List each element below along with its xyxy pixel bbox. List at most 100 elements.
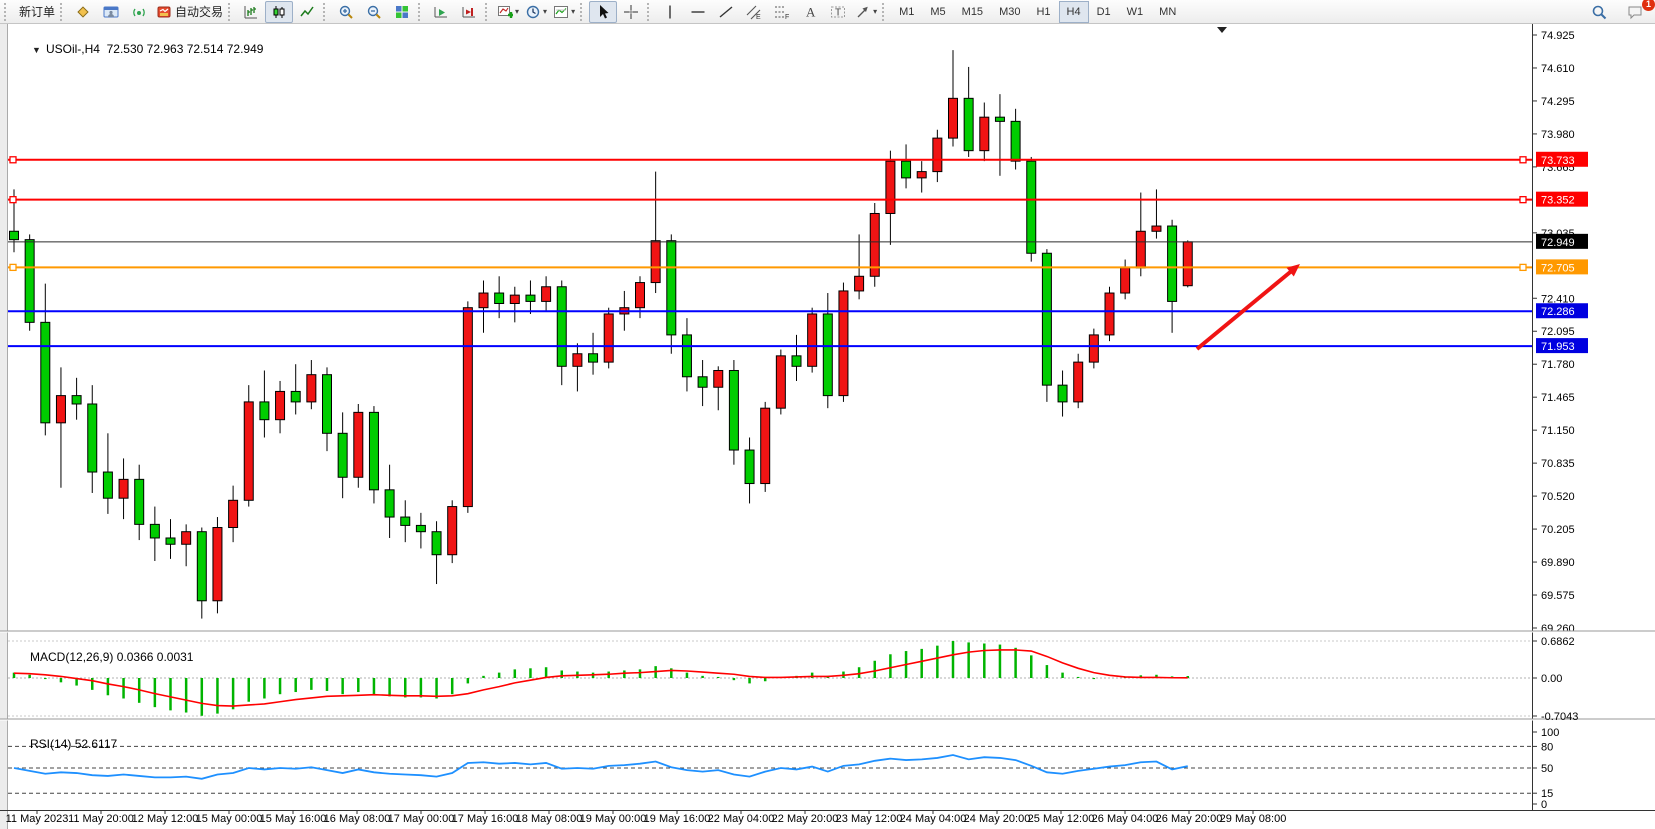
rsi-tick-label: 15 xyxy=(1541,788,1553,800)
chart-shift-button[interactable] xyxy=(455,1,483,23)
chat-button[interactable]: 1 xyxy=(1621,0,1655,23)
text-label-icon: T xyxy=(830,4,846,20)
text-label-button[interactable]: T xyxy=(824,1,852,23)
zoom-out-button[interactable] xyxy=(360,1,388,23)
candlestick-chart-button[interactable] xyxy=(265,0,294,23)
market-watch-button[interactable] xyxy=(69,1,97,23)
candle-body xyxy=(55,395,66,424)
cursor-button[interactable] xyxy=(589,0,618,23)
dropdown-caret-icon[interactable]: ▾ xyxy=(515,7,520,16)
chart-window: 74.925 74.610 74.295 73.980 73.665 73.035 72.4… xyxy=(0,24,1655,829)
price-tick-label: 74.610 xyxy=(1541,63,1575,75)
candle-body xyxy=(384,489,395,518)
auto-scroll-button[interactable] xyxy=(427,1,455,23)
price-tick-label: 69.890 xyxy=(1541,557,1575,569)
horizontal-line-button[interactable] xyxy=(684,1,712,23)
rsi-tick-label: 80 xyxy=(1541,741,1553,753)
level-handle[interactable] xyxy=(1519,263,1527,272)
chart-shift-marker-icon[interactable] xyxy=(1217,27,1227,33)
vertical-line-button[interactable] xyxy=(656,1,684,23)
candle-body xyxy=(979,116,990,152)
timeframe-button-m5[interactable]: M5 xyxy=(930,5,946,18)
price-chart-canvas[interactable]: 74.92574.61074.29573.98073.66573.03572.4… xyxy=(0,24,1655,829)
price-badge xyxy=(1536,233,1588,249)
price-badge-label: 72.949 xyxy=(1541,237,1575,249)
dropdown-caret-icon[interactable]: ▾ xyxy=(543,7,548,16)
candle-body xyxy=(838,290,849,397)
timeframe-button-m1[interactable]: M1 xyxy=(899,5,915,18)
macd-signal-line xyxy=(13,649,1188,707)
level-handle[interactable] xyxy=(1519,196,1527,204)
bar-chart-button[interactable] xyxy=(237,1,265,23)
line-chart-button[interactable] xyxy=(293,1,321,23)
toolbar-group-separator xyxy=(228,2,235,21)
dropdown-caret-icon[interactable]: ▾ xyxy=(571,7,576,16)
price-tick-label: 74.925 xyxy=(1541,30,1575,42)
text-icon: A xyxy=(802,4,818,20)
time-tick-label: 25 May 12:00 xyxy=(1028,813,1095,825)
terminal-button[interactable] xyxy=(97,1,125,23)
level-handle[interactable] xyxy=(9,263,17,272)
timeframe-button-h1[interactable]: H1 xyxy=(1036,5,1051,18)
clock-icon xyxy=(525,4,541,20)
new-order-button[interactable]: 新订单 xyxy=(13,1,58,23)
candle-body xyxy=(181,531,192,545)
indicators-button[interactable]: ▾ xyxy=(494,1,522,23)
level-handle[interactable] xyxy=(9,156,17,164)
zoom-in-button[interactable] xyxy=(332,1,360,23)
candle-body xyxy=(1135,230,1146,269)
timeframe-button-m30[interactable]: M30 xyxy=(999,5,1021,18)
timeframe-button-m15[interactable]: M15 xyxy=(961,5,984,18)
candle-body xyxy=(462,307,473,508)
trend-arrow-head[interactable] xyxy=(1286,264,1300,277)
templates-button[interactable]: ▾ xyxy=(550,1,578,23)
trend-arrow-annotation[interactable] xyxy=(1195,268,1294,351)
candle-body xyxy=(1151,225,1162,232)
text-button[interactable]: A xyxy=(796,1,824,23)
macd-label: MACD(12,26,9) 0.0366 0.0031 xyxy=(10,636,193,678)
candle-body xyxy=(791,355,802,367)
price-badge-label: 72.286 xyxy=(1541,306,1575,318)
chart-background xyxy=(0,24,1655,829)
candle-body xyxy=(1088,334,1099,363)
timeframe-button-w1[interactable]: W1 xyxy=(1126,5,1144,18)
timeframe-button-d1[interactable]: D1 xyxy=(1096,5,1111,18)
candle-body xyxy=(1073,361,1084,403)
channel-button[interactable]: E xyxy=(740,1,768,23)
price-tick-label: 72.410 xyxy=(1541,293,1575,305)
trendline-button[interactable] xyxy=(712,1,740,23)
level-handle[interactable] xyxy=(1519,156,1527,164)
zoom-out-icon xyxy=(366,4,382,20)
candle-body xyxy=(775,355,786,409)
price-tick-label: 73.980 xyxy=(1541,129,1575,141)
autotrading-button[interactable]: 自动交易 xyxy=(153,1,226,23)
search-button[interactable] xyxy=(1585,1,1613,23)
price-tick-label: 70.520 xyxy=(1541,491,1575,503)
collapse-arrow-icon[interactable]: ▼ xyxy=(32,45,41,55)
toolbar-right-group: 1 xyxy=(1585,0,1655,23)
equidistant-channel-icon: E xyxy=(746,4,762,20)
signals-button[interactable] xyxy=(125,1,153,23)
candle-body xyxy=(24,239,35,323)
crosshair-button[interactable] xyxy=(617,1,645,23)
fibonacci-button[interactable]: F xyxy=(768,1,796,23)
candle-body xyxy=(368,411,379,491)
arrows-button[interactable]: ▾ xyxy=(852,1,880,23)
timeframe-button-mn[interactable]: MN xyxy=(1159,5,1177,18)
price-badge xyxy=(1536,303,1588,319)
price-tick-label: 69.260 xyxy=(1541,623,1575,635)
time-tick-label: 19 May 16:00 xyxy=(644,813,711,825)
timeframe-button-h4[interactable]: H4 xyxy=(1058,0,1089,23)
level-handle[interactable] xyxy=(9,196,17,204)
candlestick-icon xyxy=(271,4,287,20)
periods-button[interactable]: ▾ xyxy=(522,1,550,23)
time-tick-label: 19 May 00:00 xyxy=(580,813,647,825)
price-tick-label: 70.835 xyxy=(1541,458,1575,470)
candle-body xyxy=(744,449,755,485)
price-tick-label: 70.205 xyxy=(1541,524,1575,536)
dropdown-caret-icon[interactable]: ▾ xyxy=(873,7,878,16)
price-tick-label: 74.295 xyxy=(1541,96,1575,108)
candle-body xyxy=(713,369,724,388)
candle-body xyxy=(650,240,661,284)
tile-windows-button[interactable] xyxy=(388,1,416,23)
